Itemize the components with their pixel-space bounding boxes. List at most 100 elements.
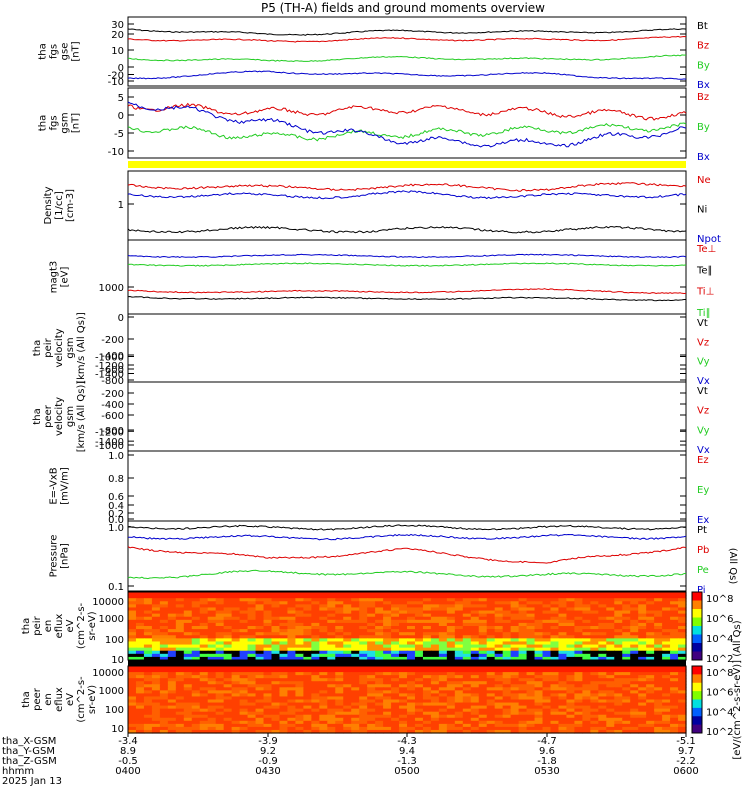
spectrogram-cell: [191, 641, 201, 646]
spectrogram-cell: [478, 669, 488, 673]
spectrogram-cell: [351, 644, 360, 649]
spectrogram-cell: [223, 684, 233, 688]
spectrogram-cell: [255, 619, 265, 624]
spectrogram-cell: [199, 708, 209, 713]
spectrogram-cell: [199, 696, 209, 701]
spectrogram-cell: [383, 598, 392, 602]
spectrogram-cell: [558, 678, 568, 682]
spectrogram-cell: [247, 647, 257, 652]
spectrogram-cell: [526, 592, 536, 596]
spectrogram-cell: [638, 632, 647, 636]
spectrogram-cell: [678, 705, 687, 710]
spectrogram-cell: [319, 601, 328, 605]
spectrogram-cell: [622, 598, 631, 602]
y-tick-label: 10: [111, 655, 124, 666]
spectrogram-cell: [526, 632, 536, 636]
spectrogram-cell: [223, 675, 233, 679]
spectrogram-cell: [630, 641, 639, 646]
spectrogram-cell: [263, 678, 273, 682]
spectrogram-cell: [494, 610, 504, 615]
spectrogram-cell: [151, 632, 161, 636]
spectrogram-cell: [430, 610, 440, 615]
spectrogram-cell: [662, 669, 671, 673]
spectrogram-cell: [678, 595, 687, 599]
spectrogram-cell: [414, 592, 424, 596]
spectrogram-cell: [231, 672, 241, 676]
spectrogram-cell: [367, 616, 376, 621]
spectrogram-cell: [263, 720, 273, 725]
spectrogram-cell: [247, 711, 257, 716]
spectrogram-cell: [630, 616, 639, 621]
spectrogram-cell: [295, 684, 304, 688]
spectrogram-cell: [598, 723, 607, 728]
spectrogram-cell: [239, 595, 249, 599]
spectrogram-cell: [614, 592, 623, 596]
spectrogram-cell: [231, 723, 241, 728]
spectrogram-cell: [630, 711, 639, 716]
spectrogram-cell: [574, 711, 583, 716]
spectrogram-cell: [335, 650, 344, 655]
spectrogram-cell: [534, 684, 544, 688]
spectrogram-cell: [255, 714, 265, 719]
spectrogram-cell: [438, 598, 448, 602]
spectrogram-cell: [510, 644, 520, 649]
spectrogram-cell: [446, 622, 456, 627]
spectrogram-cell: [462, 613, 472, 618]
x-tick-label: -2.2: [676, 756, 696, 767]
spectrogram-cell: [255, 681, 265, 685]
spectrogram-cell: [662, 729, 671, 734]
spectrogram-cell: [614, 705, 623, 710]
spectrogram-cell: [383, 723, 392, 728]
spectrogram-cell: [654, 653, 663, 658]
spectrogram-cell: [550, 647, 560, 652]
spectrogram-cell: [175, 717, 185, 722]
spectrogram-cell: [159, 720, 169, 725]
spectrogram-cell: [239, 699, 249, 704]
spectrogram-cell: [343, 678, 352, 682]
spectrogram-cell: [606, 616, 615, 621]
spectrogram-cell: [167, 622, 177, 627]
spectrogram-cell: [279, 699, 289, 704]
spectrogram-cell: [239, 687, 249, 691]
spectrogram-cell: [399, 672, 408, 676]
spectrogram-cell: [391, 635, 400, 639]
spectrogram-cell: [351, 711, 360, 716]
spectrogram-cell: [319, 656, 328, 661]
y-tick-label: 0.6: [108, 492, 124, 503]
spectrogram-cell: [518, 690, 528, 695]
spectrogram-cell: [359, 644, 368, 649]
y-label-line: sr-eV): [87, 685, 98, 714]
spectrogram-cell: [167, 653, 177, 658]
spectrogram-cell: [470, 632, 480, 636]
spectrogram-cell: [207, 711, 217, 716]
spectrogram-cell: [159, 604, 169, 609]
spectrogram-cell: [558, 705, 568, 710]
spectrogram-cell: [614, 729, 623, 734]
spectrogram-cell: [630, 720, 639, 725]
spectrogram-cell: [638, 687, 647, 691]
spectrogram-cell: [534, 720, 544, 725]
spectrogram-cell: [151, 723, 161, 728]
spectrogram-cell: [534, 616, 544, 621]
spectrogram-cell: [351, 687, 360, 691]
spectrogram-cell: [367, 598, 376, 602]
spectrogram-cell: [135, 696, 145, 701]
spectrogram-cell: [574, 708, 583, 713]
spectrogram-cell: [662, 653, 671, 658]
spectrogram-cell: [446, 601, 456, 605]
spectrogram-cell: [351, 604, 360, 609]
spectrogram-cell: [534, 647, 544, 652]
spectrogram-cell: [534, 629, 544, 633]
spectrogram-cell: [351, 613, 360, 618]
spectrogram-cell: [247, 604, 257, 609]
spectrogram-cell: [399, 696, 408, 701]
spectrogram-cell: [128, 656, 137, 661]
spectrogram-cell: [470, 635, 480, 639]
spectrogram-cell: [191, 729, 201, 734]
spectrogram-cell: [534, 714, 544, 719]
spectrogram-cell: [510, 595, 520, 599]
spectrogram-cell: [391, 729, 400, 734]
spectrogram-cell: [670, 723, 679, 728]
spectrogram-cell: [287, 678, 296, 682]
spectrogram-cell: [518, 656, 528, 661]
